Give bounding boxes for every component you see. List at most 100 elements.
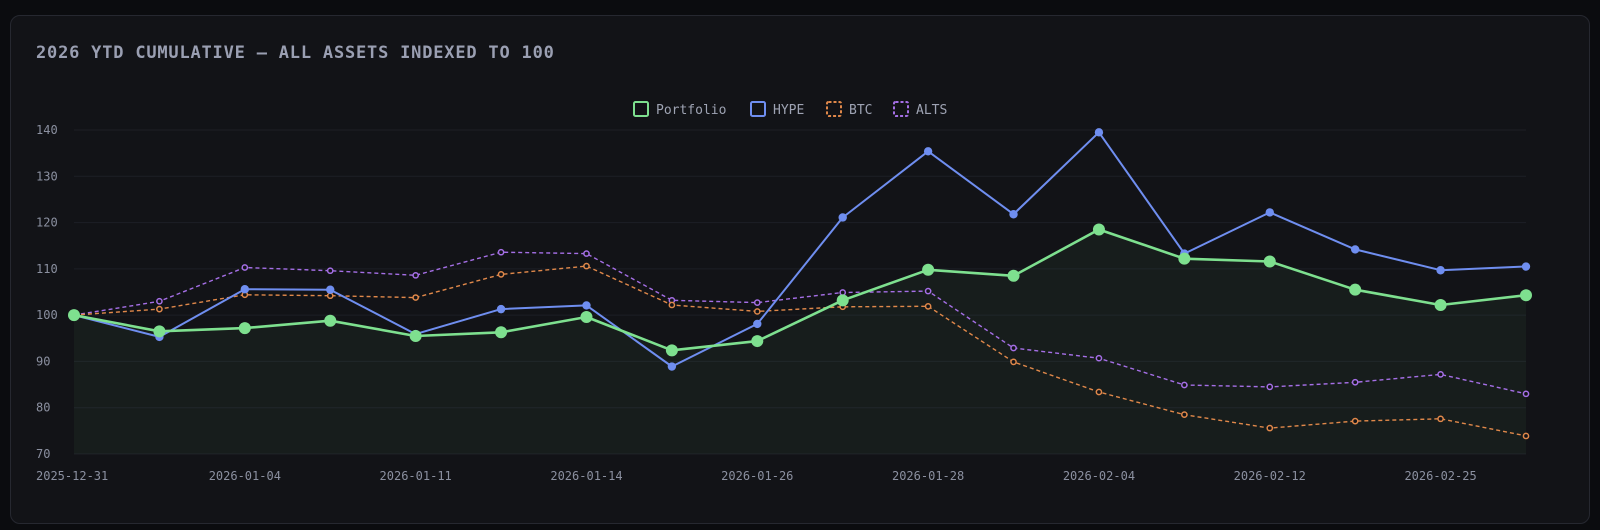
x-tick-label: 2026-01-26 <box>721 469 793 483</box>
legend: Portfolio HYPE BTC ALTS <box>633 101 947 118</box>
portfolio-point[interactable] <box>238 322 251 335</box>
portfolio-point[interactable] <box>922 263 935 276</box>
btc-point[interactable] <box>753 308 761 315</box>
hype-point[interactable] <box>582 301 591 310</box>
y-tick-label: 110 <box>36 262 58 276</box>
btc-point[interactable] <box>156 305 163 313</box>
portfolio-point[interactable] <box>1349 283 1362 296</box>
chart-title: 2026 YTD CUMULATIVE — ALL ASSETS INDEXED… <box>36 43 555 63</box>
alts-point[interactable] <box>1181 381 1188 389</box>
btc-point[interactable] <box>497 271 505 278</box>
alts-line <box>73 251 1527 395</box>
x-axis: 2025-12-31 2026-01-04 2026-01-11 2026-01-14… <box>36 469 1477 483</box>
btc-point[interactable] <box>1095 388 1103 396</box>
portfolio-point[interactable] <box>1178 252 1191 265</box>
portfolio-point[interactable] <box>1434 298 1447 311</box>
alts-point[interactable] <box>1266 383 1274 391</box>
btc-point[interactable] <box>1522 432 1530 440</box>
portfolio-point[interactable] <box>409 329 422 342</box>
portfolio-point[interactable] <box>580 310 593 323</box>
btc-point[interactable] <box>1437 415 1444 423</box>
y-tick-label: 140 <box>36 123 58 137</box>
alts-point[interactable] <box>1095 354 1103 362</box>
alts-point[interactable] <box>156 297 163 305</box>
alts-point[interactable] <box>1437 371 1444 378</box>
portfolio-point[interactable] <box>751 335 764 348</box>
x-tick-label: 2025-12-31 <box>36 469 108 483</box>
portfolio-point[interactable] <box>1092 223 1105 236</box>
btc-point[interactable] <box>1010 358 1017 366</box>
hype-point[interactable] <box>1265 208 1274 217</box>
btc-point[interactable] <box>1181 411 1188 419</box>
y-tick-label: 100 <box>36 308 58 322</box>
alts-point[interactable] <box>241 264 249 271</box>
alts-point[interactable] <box>1010 344 1017 352</box>
btc-point[interactable] <box>583 262 590 270</box>
btc-point[interactable] <box>1266 424 1274 432</box>
portfolio-point[interactable] <box>1263 255 1276 268</box>
legend-label-alts[interactable]: ALTS <box>916 103 947 118</box>
y-tick-label: 120 <box>36 216 58 230</box>
area-fill <box>74 229 1526 454</box>
x-tick-label: 2026-01-04 <box>209 469 281 483</box>
hype-point[interactable] <box>496 304 506 314</box>
hype-point[interactable] <box>1436 266 1445 275</box>
hype-point[interactable] <box>240 285 250 294</box>
hype-point[interactable] <box>1350 245 1360 254</box>
hype-line <box>73 131 1527 368</box>
x-tick-label: 2026-02-12 <box>1234 469 1306 483</box>
series-points <box>68 128 1532 440</box>
x-tick-label: 2026-02-25 <box>1404 469 1476 483</box>
x-tick-label: 2026-01-14 <box>550 469 622 483</box>
hype-point[interactable] <box>923 147 933 156</box>
x-tick-label: 2026-02-04 <box>1063 469 1135 483</box>
portfolio-point[interactable] <box>495 326 508 339</box>
y-tick-label: 130 <box>36 169 58 183</box>
portfolio-point[interactable] <box>836 294 849 307</box>
hype-point[interactable] <box>1009 210 1018 219</box>
portfolio-point[interactable] <box>68 309 80 322</box>
portfolio-point[interactable] <box>153 325 166 338</box>
grid-lines <box>74 129 1526 455</box>
y-tick-label: 70 <box>36 447 50 461</box>
btc-point[interactable] <box>924 302 932 310</box>
btc-line <box>73 265 1527 437</box>
btc-point[interactable] <box>412 294 419 301</box>
hype-point[interactable] <box>1521 262 1531 271</box>
x-tick-label: 2026-01-11 <box>380 469 452 483</box>
legend-label-portfolio[interactable]: Portfolio <box>656 103 726 118</box>
legend-swatch-btc[interactable] <box>826 101 842 117</box>
btc-point[interactable] <box>1351 417 1359 425</box>
hype-point[interactable] <box>667 362 677 371</box>
alts-point[interactable] <box>839 289 847 296</box>
legend-swatch-alts[interactable] <box>893 101 909 117</box>
btc-point[interactable] <box>668 301 676 309</box>
series-lines <box>73 131 1527 437</box>
hype-point[interactable] <box>1094 128 1104 137</box>
portfolio-point[interactable] <box>665 344 678 357</box>
portfolio-line <box>73 228 1527 352</box>
y-tick-label: 80 <box>36 401 50 415</box>
hype-point[interactable] <box>753 319 762 329</box>
portfolio-point[interactable] <box>324 314 337 327</box>
alts-point[interactable] <box>583 250 590 257</box>
alts-point[interactable] <box>753 299 761 306</box>
alts-point[interactable] <box>1522 390 1530 398</box>
legend-swatch-portfolio[interactable] <box>633 101 649 117</box>
alts-point[interactable] <box>1351 378 1359 386</box>
y-tick-label: 90 <box>36 354 50 368</box>
alts-point[interactable] <box>497 248 505 256</box>
legend-label-hype[interactable]: HYPE <box>773 103 804 118</box>
legend-label-btc[interactable]: BTC <box>849 103 872 118</box>
alts-point[interactable] <box>924 287 932 295</box>
hype-point[interactable] <box>326 285 335 294</box>
hype-point[interactable] <box>838 213 847 222</box>
portfolio-point[interactable] <box>1007 269 1020 282</box>
alts-point[interactable] <box>412 271 419 279</box>
legend-swatch-hype[interactable] <box>750 101 766 117</box>
portfolio-area-fill <box>74 229 1526 454</box>
portfolio-point[interactable] <box>1520 289 1532 302</box>
alts-point[interactable] <box>326 267 334 275</box>
x-tick-label: 2026-01-28 <box>892 469 964 483</box>
